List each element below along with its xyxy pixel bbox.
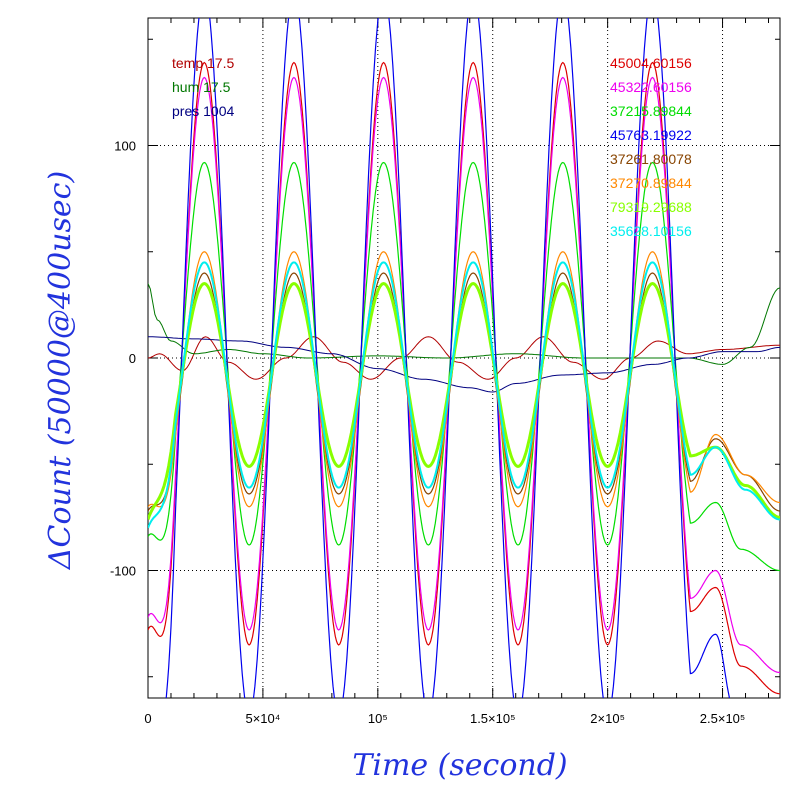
legend-entry: 79319.29688 — [610, 199, 692, 215]
legend-entry: 37215.89844 — [610, 103, 692, 119]
x-tick-label: 2.5×10⁵ — [700, 711, 746, 726]
ticks: 0 5×10⁴ 10⁵ 1.5×10⁵ 2×10⁵ 2.5×10⁵ 100 0 -100 — [110, 18, 780, 726]
legend-entry: 45763.19922 — [610, 127, 692, 143]
legend-entry: hum 17.5 — [172, 79, 231, 95]
x-tick-label: 1.5×10⁵ — [470, 711, 516, 726]
y-tick-label: 100 — [114, 139, 136, 154]
legend-entry: pres 1004 — [172, 103, 234, 119]
legend-right: 45004.60156 45322.60156 37215.89844 45763.1… — [610, 55, 692, 239]
y-axis-title: ΔCount (50000@400usec) — [43, 171, 78, 570]
series-line-7 — [148, 261, 780, 529]
y-tick-label: 0 — [129, 351, 136, 366]
y-tick-label: -100 — [110, 564, 136, 579]
legend-entry: 35628.10156 — [610, 223, 692, 239]
x-tick-label: 5×10⁴ — [245, 711, 280, 726]
legend-entry: 45322.60156 — [610, 79, 692, 95]
series-line-3 — [165, 18, 731, 698]
x-tick-label: 2×10⁵ — [590, 711, 625, 726]
legend-entry: temp 17.5 — [172, 55, 234, 71]
legend-left: temp 17.5 hum 17.5 pres 1004 — [172, 55, 234, 119]
x-tick-label: 0 — [144, 711, 151, 726]
x-axis-title: Time (second) — [352, 748, 567, 783]
legend-entry: 37261.80078 — [610, 151, 692, 167]
series-lines — [148, 18, 780, 698]
x-tick-label: 10⁵ — [368, 711, 388, 726]
legend-entry: 45004.60156 — [610, 55, 692, 71]
legend-entry: 37270.89844 — [610, 175, 692, 191]
